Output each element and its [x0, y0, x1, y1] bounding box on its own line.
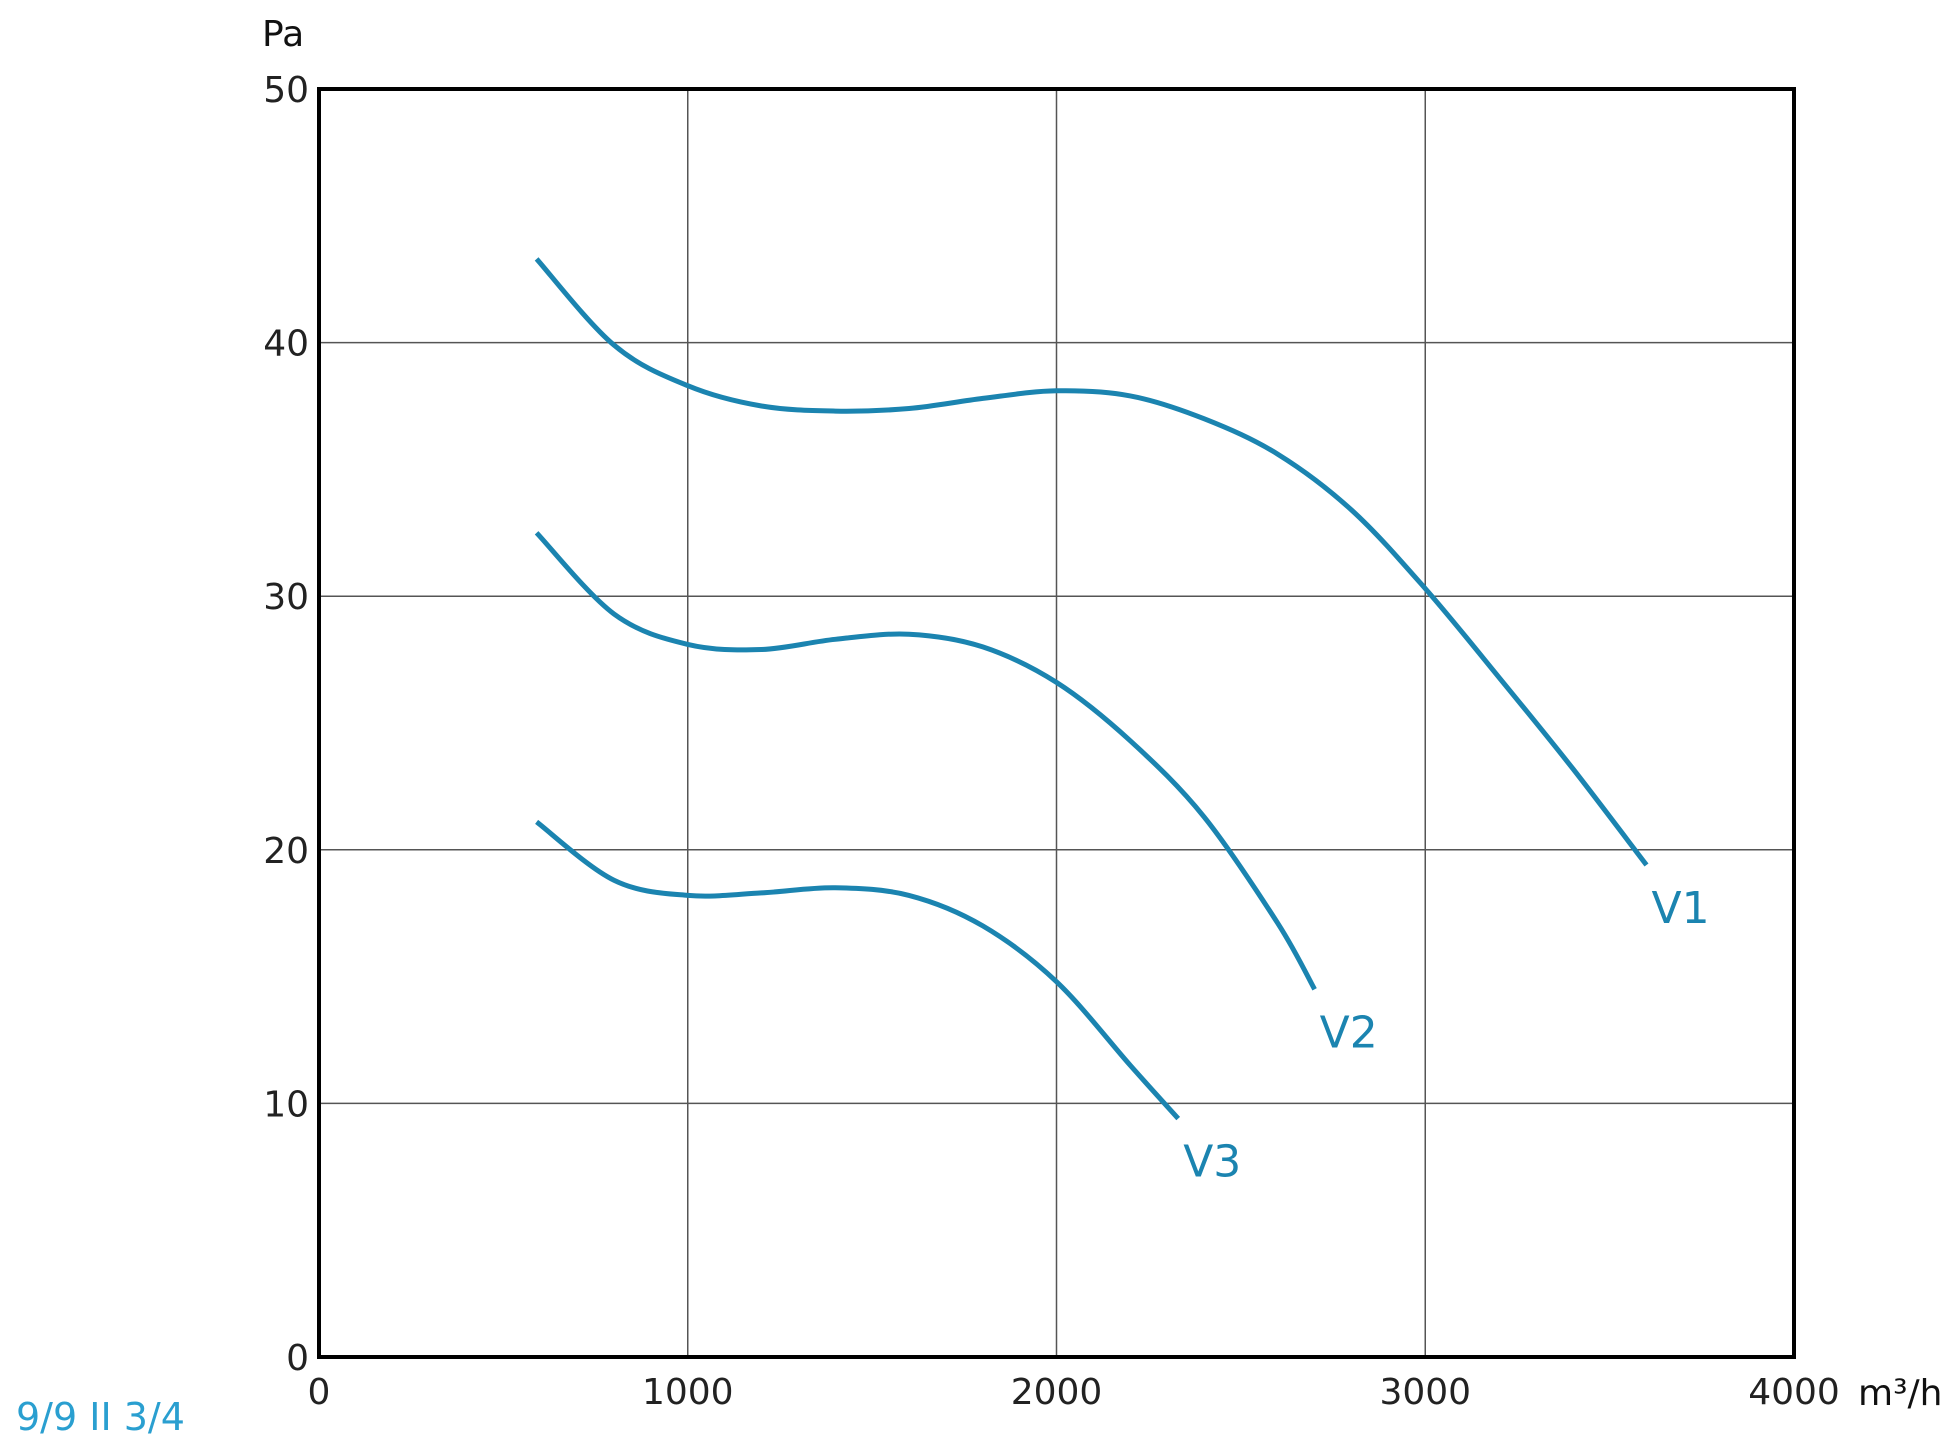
y-tick-label: 30 — [263, 577, 309, 618]
x-tick-label: 3000 — [1379, 1372, 1471, 1413]
series-labels: V1 V2 V3 — [1183, 883, 1709, 1188]
y-tick-label: 40 — [263, 324, 309, 365]
x-tick-labels: 0 1000 2000 3000 4000 — [308, 1372, 1840, 1413]
series-line-v2 — [534, 531, 1317, 991]
x-tick-label: 4000 — [1748, 1372, 1840, 1413]
y-tick-label: 10 — [263, 1084, 309, 1125]
corner-label: 9/9 II 3/4 — [16, 1395, 185, 1439]
plot-frame — [317, 87, 1796, 1359]
series-label-v1: V1 — [1652, 883, 1710, 934]
y-tick-label: 0 — [286, 1338, 309, 1379]
grid-lines — [319, 89, 1794, 1357]
series-label-v3: V3 — [1183, 1137, 1241, 1188]
x-tick-label: 0 — [308, 1372, 331, 1413]
curves — [534, 257, 1649, 1121]
series-line-v3 — [535, 819, 1181, 1121]
series-line-v1 — [534, 257, 1649, 867]
y-axis-label: Pa — [262, 14, 304, 55]
x-tick-label: 1000 — [642, 1372, 734, 1413]
x-axis-label: m³/h — [1858, 1373, 1942, 1414]
x-tick-label: 2000 — [1011, 1372, 1103, 1413]
y-tick-label: 50 — [263, 70, 309, 111]
series-label-v2: V2 — [1320, 1007, 1378, 1058]
y-tick-labels: 0 10 20 30 40 50 — [263, 70, 309, 1379]
y-tick-label: 20 — [263, 831, 309, 872]
